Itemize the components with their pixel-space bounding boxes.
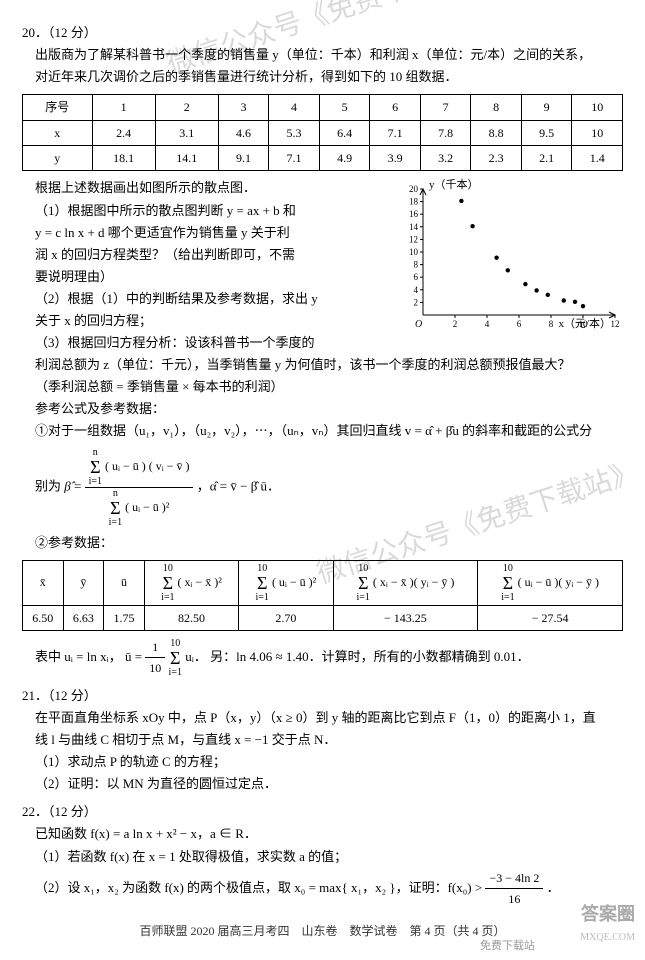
t1-h5: 5	[319, 95, 370, 120]
table-row: x̄ ȳ ū 10Σi=1 ( xᵢ − x̄ )² 10Σi=1 ( uᵢ −…	[23, 560, 623, 605]
q20-intro2: 对近年来几次调价之后的季销售量进行统计分析，得到如下的 10 组数据．	[35, 66, 623, 88]
q20-table1: 序号 1 2 3 4 5 6 7 8 9 10 x 2.4 3.1 4.6 5.…	[22, 94, 623, 171]
svg-text:O: O	[415, 319, 422, 330]
question-20: 20．（12 分） 出版商为了解某科普书一个季度的销售量 y（单位：千本）和利润…	[22, 22, 623, 679]
q20-p1a: （1）根据图中所示的散点图判断 y = ax + b 和	[35, 200, 385, 222]
q20-after-table: 根据上述数据画出如图所示的散点图．	[35, 177, 385, 199]
q22-l1: 已知函数 f(x) = a ln x + x² − x，a ∈ R．	[35, 823, 623, 845]
svg-text:2: 2	[414, 298, 419, 308]
q20-p1b: y = c ln x + d 哪个更适宜作为销售量 y 关于利	[35, 222, 385, 244]
svg-text:14: 14	[409, 222, 419, 232]
q20-p2a: （2）根据（1）中的判断结果及参考数据，求出 y	[35, 288, 385, 310]
table-row: y 18.1 14.1 9.1 7.1 4.9 3.9 3.2 2.3 2.1 …	[23, 146, 623, 171]
table-row: 6.50 6.63 1.75 82.50 2.70 − 143.25 − 27.…	[23, 605, 623, 630]
t1-h8: 8	[471, 95, 522, 120]
q20-p2b: 关于 x 的回归方程；	[35, 310, 385, 332]
q20-number: 20．（12 分）	[22, 22, 623, 44]
q21-l4: （2）证明：以 MN 为直径的圆恒过定点．	[35, 773, 623, 795]
table-row: x 2.4 3.1 4.6 5.3 6.4 7.1 7.8 8.8 9.5 10	[23, 120, 623, 145]
question-22: 22．（12 分） 已知函数 f(x) = a ln x + x² − x，a …	[22, 801, 623, 909]
q20-p3b: 利润总额为 z（单位：千元），当季销售量 y 为何值时，该书一个季度的利润总额预…	[35, 354, 623, 376]
svg-text:8: 8	[549, 319, 554, 329]
q20-p3c: （季利润总额 = 季销售量 × 每本书的利润）	[35, 376, 623, 398]
svg-text:10: 10	[409, 247, 419, 257]
t1-h10: 10	[572, 95, 623, 120]
q20-table2: x̄ ȳ ū 10Σi=1 ( xᵢ − x̄ )² 10Σi=1 ( uᵢ −…	[22, 560, 623, 631]
brand-watermark: 答案圈	[581, 899, 635, 930]
svg-text:y（千本）: y（千本）	[429, 177, 479, 191]
q20-p1d: 要说明理由）	[35, 266, 385, 288]
t1-h9: 9	[521, 95, 572, 120]
t1-h0: 序号	[23, 95, 93, 120]
t1-h1: 1	[92, 95, 155, 120]
svg-text:6: 6	[414, 273, 419, 283]
t1-h7: 7	[420, 95, 471, 120]
svg-text:6: 6	[517, 319, 522, 329]
q21-l3: （1）求动点 P 的轨迹 C 的方程；	[35, 751, 623, 773]
q20-intro1: 出版商为了解某科普书一个季度的销售量 y（单位：千本）和利润 x（单位：元/本）…	[35, 44, 623, 66]
q20-ref-hdr: 参考公式及参考数据：	[35, 398, 623, 420]
svg-text:4: 4	[485, 319, 490, 329]
question-21: 21．（12 分） 在平面直角坐标系 xOy 中，点 P（x，y）（x ≥ 0）…	[22, 685, 623, 795]
q20-p1c: 润 x 的回归方程类型？（给出判断即可，不需	[35, 244, 385, 266]
scatter-chart: 246810121416182024681012Oy（千本）x（元/本）	[393, 177, 623, 337]
svg-text:12: 12	[409, 235, 418, 245]
q21-l1: 在平面直角坐标系 xOy 中，点 P（x，y）（x ≥ 0）到 y 轴的距离比它…	[35, 707, 623, 729]
q22-number: 22．（12 分）	[22, 801, 623, 823]
svg-text:16: 16	[409, 210, 419, 220]
q20-p3a: （3）根据回归方程分析：设该科普书一个季度的	[35, 332, 385, 354]
svg-text:12: 12	[611, 319, 620, 329]
svg-text:2: 2	[453, 319, 458, 329]
q20-ref2: ②参考数据：	[35, 532, 623, 554]
q22-l2: （1）若函数 f(x) 在 x = 1 处取得极值，求实数 a 的值；	[35, 846, 623, 868]
t1-h6: 6	[370, 95, 421, 120]
svg-text:20: 20	[409, 184, 419, 194]
svg-text:4: 4	[414, 285, 419, 295]
scatter-svg: 246810121416182024681012Oy（千本）x（元/本）	[393, 177, 623, 337]
svg-text:18: 18	[409, 197, 419, 207]
q21-number: 21．（12 分）	[22, 685, 623, 707]
t1-h4: 4	[269, 95, 320, 120]
q22-l3: （2）设 x₁，x₂ 为函数 f(x) 的两个极值点，取 x₀ = max{ x…	[35, 868, 623, 910]
t1-h2: 2	[155, 95, 218, 120]
site-watermark: MXQE.COM	[580, 929, 635, 946]
q20-note: 表中 uᵢ = ln xᵢ， ū = 110 10Σi=1 uᵢ． 另：ln 4…	[35, 637, 623, 679]
svg-text:8: 8	[414, 260, 419, 270]
t1-h3: 3	[218, 95, 269, 120]
q20-ref1: ①对于一组数据（u₁，v₁），（u₂，v₂），⋯，（uₙ，vₙ）其回归直线 v …	[35, 420, 623, 442]
svg-text:x（元/本）: x（元/本）	[558, 316, 611, 330]
t1-xl: x	[23, 120, 93, 145]
q20-formula-beta: 别为 β̂ = nΣi=1 ( uᵢ − ū ) ( vᵢ − v̄ ) nΣi…	[35, 447, 623, 528]
q21-l2: 线 l 与曲线 C 相切于点 M，与直线 x = −1 交于点 N．	[35, 729, 623, 751]
dl-watermark: 免费下载站	[480, 937, 535, 956]
t1-yl: y	[23, 146, 93, 171]
table-row: 序号 1 2 3 4 5 6 7 8 9 10	[23, 95, 623, 120]
